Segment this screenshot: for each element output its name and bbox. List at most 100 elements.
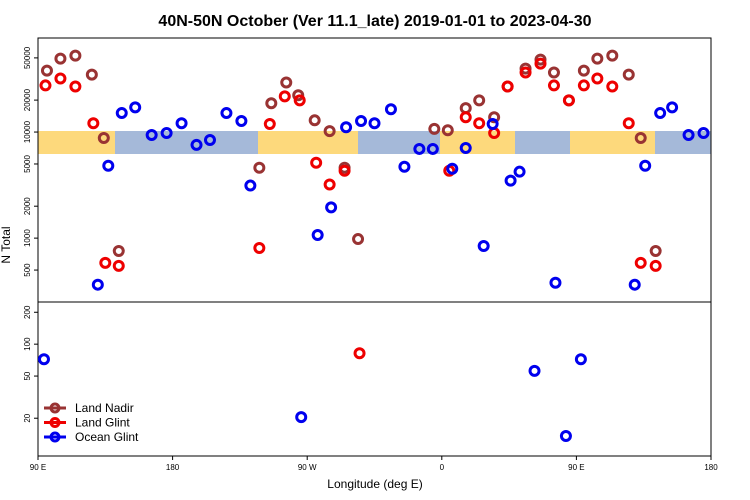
x-tick-label: 90 E bbox=[30, 463, 46, 472]
point bbox=[459, 111, 472, 124]
legend-label: Ocean Glint bbox=[75, 430, 139, 444]
point bbox=[235, 115, 248, 128]
point bbox=[244, 179, 257, 192]
point bbox=[323, 178, 336, 191]
point bbox=[384, 103, 397, 116]
x-tick-label: 180 bbox=[704, 463, 718, 472]
point bbox=[634, 256, 647, 269]
y-tick-label: 100 bbox=[23, 337, 32, 351]
point bbox=[338, 164, 351, 177]
point bbox=[220, 107, 233, 120]
point bbox=[355, 115, 368, 128]
point bbox=[534, 57, 547, 70]
point bbox=[54, 52, 67, 65]
point bbox=[606, 49, 619, 62]
x-tick-label: 0 bbox=[440, 463, 445, 472]
y-tick-label: 2000 bbox=[23, 197, 32, 215]
point bbox=[577, 64, 590, 77]
map-ocean bbox=[515, 131, 570, 154]
point bbox=[547, 79, 560, 92]
point bbox=[504, 174, 517, 187]
point bbox=[528, 364, 541, 377]
y-tick-label: 200 bbox=[23, 305, 32, 319]
point bbox=[428, 122, 441, 135]
point bbox=[622, 117, 635, 130]
point bbox=[649, 245, 662, 258]
legend-marker bbox=[49, 417, 61, 428]
point bbox=[87, 117, 100, 130]
legend-marker bbox=[49, 402, 61, 414]
point bbox=[54, 72, 67, 85]
point bbox=[311, 229, 324, 242]
point bbox=[562, 94, 575, 107]
point bbox=[606, 80, 619, 93]
point bbox=[190, 138, 203, 151]
map-ocean bbox=[115, 131, 258, 154]
point bbox=[323, 125, 336, 138]
point bbox=[253, 161, 266, 174]
point bbox=[203, 134, 216, 147]
point bbox=[85, 68, 98, 81]
point bbox=[488, 111, 501, 124]
x-tick-label: 90 W bbox=[298, 463, 317, 472]
point bbox=[253, 242, 266, 255]
point bbox=[639, 159, 652, 172]
point bbox=[99, 256, 112, 269]
point bbox=[280, 76, 293, 89]
point bbox=[697, 127, 710, 140]
y-tick-label: 5000 bbox=[23, 155, 32, 173]
y-axis-label: N Total bbox=[0, 226, 13, 263]
point bbox=[654, 107, 667, 120]
y-tick-label: 10000 bbox=[23, 120, 32, 143]
point bbox=[175, 117, 188, 130]
point bbox=[473, 94, 486, 107]
point bbox=[368, 117, 381, 130]
y-tick-label: 500 bbox=[23, 263, 32, 277]
point bbox=[519, 66, 532, 79]
point bbox=[37, 353, 50, 366]
point bbox=[295, 411, 308, 424]
point bbox=[310, 156, 323, 169]
point bbox=[69, 80, 82, 93]
point bbox=[129, 101, 142, 114]
x-axis-label: Longitude (deg E) bbox=[327, 477, 422, 491]
point bbox=[666, 101, 679, 114]
point bbox=[501, 80, 514, 93]
point bbox=[426, 142, 439, 155]
map-strip bbox=[38, 131, 711, 154]
point bbox=[91, 278, 104, 291]
x-tick-label: 180 bbox=[166, 463, 180, 472]
point bbox=[263, 118, 276, 131]
point bbox=[622, 68, 635, 81]
point bbox=[559, 429, 572, 442]
point bbox=[308, 114, 321, 127]
point bbox=[40, 64, 53, 77]
x-tick-label: 90 E bbox=[568, 463, 584, 472]
chart-title: 40N-50N October (Ver 11.1_late) 2019-01-… bbox=[158, 13, 591, 30]
upper-panel-frame bbox=[37, 37, 712, 303]
point bbox=[473, 117, 486, 130]
point bbox=[682, 129, 695, 142]
y-tick-label: 20000 bbox=[23, 88, 32, 111]
point bbox=[340, 121, 353, 134]
point bbox=[352, 233, 365, 246]
point bbox=[574, 353, 587, 366]
legend-label: Land Glint bbox=[75, 416, 130, 430]
point bbox=[160, 127, 173, 140]
point bbox=[459, 141, 472, 154]
point bbox=[628, 278, 641, 291]
map-ocean bbox=[655, 131, 711, 154]
point bbox=[278, 90, 291, 103]
y-tick-label: 20 bbox=[23, 413, 32, 422]
point bbox=[513, 165, 526, 178]
point bbox=[39, 79, 52, 92]
point bbox=[549, 276, 562, 289]
point bbox=[486, 118, 499, 131]
point bbox=[293, 94, 306, 107]
point bbox=[69, 49, 82, 62]
point bbox=[145, 129, 158, 142]
point bbox=[353, 347, 366, 360]
point bbox=[591, 72, 604, 85]
point bbox=[649, 259, 662, 272]
